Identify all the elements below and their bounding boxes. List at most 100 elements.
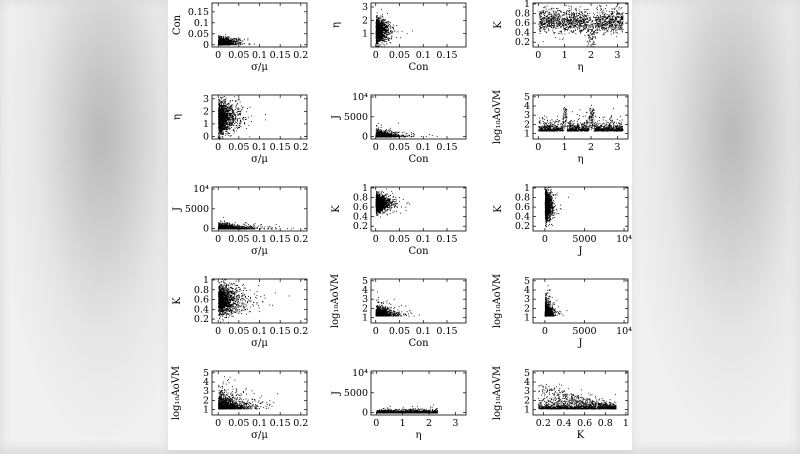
data-point xyxy=(560,17,561,18)
data-point xyxy=(559,14,560,15)
data-point xyxy=(618,14,619,15)
data-point xyxy=(383,28,384,29)
data-point xyxy=(587,41,588,42)
data-point xyxy=(605,8,606,9)
data-point xyxy=(553,23,554,24)
data-point xyxy=(588,9,589,10)
data-point xyxy=(553,8,554,9)
data-point xyxy=(539,26,540,27)
data-point xyxy=(381,38,382,39)
data-point xyxy=(592,26,593,27)
data-point xyxy=(386,32,387,33)
data-point xyxy=(573,14,574,15)
data-point xyxy=(383,38,384,39)
data-point xyxy=(573,25,574,26)
data-point xyxy=(587,18,588,19)
data-point xyxy=(601,25,602,26)
data-point xyxy=(244,43,245,44)
data-point xyxy=(586,22,587,23)
data-point xyxy=(572,18,573,19)
data-point xyxy=(585,19,586,20)
blurred-background-right xyxy=(630,0,800,450)
data-point xyxy=(545,26,546,27)
data-point xyxy=(593,27,594,28)
data-point xyxy=(566,5,567,6)
data-point xyxy=(620,14,621,15)
data-point xyxy=(577,20,578,21)
data-point xyxy=(590,19,591,20)
data-point xyxy=(225,36,226,37)
data-point xyxy=(595,17,596,18)
data-point xyxy=(613,19,614,20)
data-point xyxy=(569,17,570,18)
data-point xyxy=(567,22,568,23)
data-point xyxy=(598,26,599,27)
data-point xyxy=(600,30,601,31)
data-point xyxy=(580,14,581,15)
x-tick-label: 0.1 xyxy=(416,50,431,61)
data-point xyxy=(622,19,623,20)
data-point xyxy=(393,28,394,29)
data-point xyxy=(615,21,616,22)
data-point xyxy=(617,21,618,22)
data-point xyxy=(376,24,377,25)
data-point xyxy=(223,132,224,133)
data-point xyxy=(220,101,221,102)
data-point xyxy=(584,9,585,10)
data-point xyxy=(584,28,585,29)
data-point xyxy=(397,31,398,32)
y-axis-label: Con xyxy=(172,14,183,35)
data-point xyxy=(621,25,622,26)
data-point xyxy=(384,39,385,40)
data-point xyxy=(597,25,598,26)
data-point xyxy=(567,18,568,19)
data-point xyxy=(549,12,550,13)
data-point xyxy=(575,20,576,21)
data-point xyxy=(573,31,574,32)
data-point xyxy=(582,12,583,13)
scatter-points xyxy=(376,9,413,47)
data-point xyxy=(555,15,556,16)
data-point xyxy=(223,43,224,44)
data-point xyxy=(377,46,378,47)
data-point xyxy=(562,39,563,40)
data-point xyxy=(573,24,574,25)
data-point xyxy=(555,37,556,38)
data-point xyxy=(583,16,584,17)
data-point xyxy=(609,19,610,20)
data-point xyxy=(387,32,388,33)
data-point xyxy=(612,26,613,27)
data-point xyxy=(556,8,557,9)
data-point xyxy=(591,25,592,26)
data-point xyxy=(555,17,556,18)
data-point xyxy=(569,21,570,22)
data-point xyxy=(622,31,623,32)
data-point xyxy=(554,23,555,24)
data-point xyxy=(593,23,594,24)
data-point xyxy=(380,30,381,31)
data-point xyxy=(232,39,233,40)
data-point xyxy=(614,9,615,10)
data-point xyxy=(552,25,553,26)
data-point xyxy=(613,30,614,31)
data-point xyxy=(612,21,613,22)
data-point xyxy=(563,23,564,24)
data-point xyxy=(236,41,237,42)
data-point xyxy=(589,36,590,37)
data-point xyxy=(588,25,589,26)
data-point xyxy=(606,29,607,30)
data-point xyxy=(378,41,379,42)
data-point xyxy=(236,44,237,45)
data-point xyxy=(376,32,377,33)
data-point xyxy=(554,14,555,15)
data-point xyxy=(616,36,617,37)
data-point xyxy=(616,13,617,14)
data-point xyxy=(242,44,243,45)
data-point xyxy=(219,136,220,137)
data-point xyxy=(234,39,235,40)
data-point xyxy=(602,29,603,30)
data-point xyxy=(545,12,546,13)
data-point xyxy=(585,28,586,29)
data-point xyxy=(583,19,584,20)
data-point xyxy=(390,22,391,23)
